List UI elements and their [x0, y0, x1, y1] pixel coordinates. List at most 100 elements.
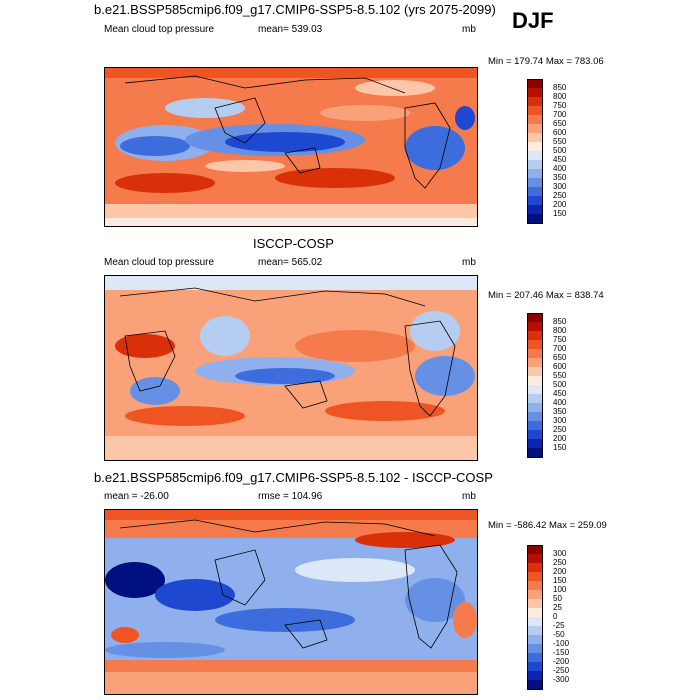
colorbar-swatch	[527, 376, 543, 386]
colorbar-tick-label: 200	[553, 200, 567, 209]
colorbar-tick-label: 800	[553, 326, 567, 335]
colorbar-swatch	[527, 599, 543, 609]
colorbar-swatch	[527, 160, 543, 170]
colorbar-tick-label: 150	[553, 443, 567, 452]
colorbar-swatch	[527, 439, 543, 449]
colorbar-swatch	[527, 205, 543, 215]
colorbar-swatch	[527, 671, 543, 681]
colorbar-swatch	[527, 563, 543, 573]
panel1-units-label: mb	[462, 24, 476, 35]
colorbar-swatch	[527, 322, 543, 332]
panel3-units-label: mb	[462, 491, 476, 502]
colorbar-tick-label: -300	[553, 675, 570, 684]
colorbar-swatch	[527, 421, 543, 431]
panel3-minmax: Min = -586.42 Max = 259.09	[488, 520, 607, 531]
colorbar-tick-label: 100	[553, 585, 567, 594]
panel2-mean-label: mean= 565.02	[258, 257, 323, 268]
colorbar-tick-label: -250	[553, 666, 570, 675]
colorbar-swatch	[527, 340, 543, 350]
colorbar-swatch	[527, 106, 543, 116]
panel3-map-field	[105, 510, 477, 694]
colorbar-tick-label: 150	[553, 576, 567, 585]
colorbar-swatch	[527, 448, 543, 458]
colorbar-swatch	[527, 88, 543, 98]
colorbar-tick-label: 700	[553, 110, 567, 119]
colorbar-swatch	[527, 214, 543, 224]
panel3-colorbar: 300 250 200 150 100 50 25 0 -25 -50 -100 -150 -200 -2…	[527, 545, 569, 690]
colorbar-tick-label: -25	[553, 621, 565, 630]
colorbar-swatch	[527, 608, 543, 618]
colorbar-swatch	[527, 635, 543, 645]
colorbar-swatch	[527, 169, 543, 179]
panel1-map-field	[105, 68, 477, 226]
colorbar-tick-label: 200	[553, 567, 567, 576]
colorbar-tick-label: 250	[553, 191, 567, 200]
colorbar-tick-label: 700	[553, 344, 567, 353]
colorbar-tick-label: 50	[553, 594, 562, 603]
panel1-title: b.e21.BSSP585cmip6.f09_g17.CMIP6-SSP5-8.…	[94, 2, 496, 17]
colorbar-swatch	[527, 590, 543, 600]
colorbar-tick-label: 200	[553, 434, 567, 443]
panel3-title: b.e21.BSSP585cmip6.f09_g17.CMIP6-SSP5-8.…	[94, 470, 493, 485]
panel1-map	[104, 67, 478, 227]
colorbar-swatch	[527, 331, 543, 341]
panel2-minmax: Min = 207.46 Max = 838.74	[488, 290, 604, 301]
colorbar-swatch	[527, 617, 543, 627]
colorbar-swatch	[527, 581, 543, 591]
panel2-map-field	[105, 276, 477, 460]
colorbar-swatch	[527, 178, 543, 188]
panel2-title: ISCCP-COSP	[253, 236, 334, 251]
colorbar-tick-label: -150	[553, 648, 570, 657]
colorbar-swatch	[527, 554, 543, 564]
colorbar-tick-label: 150	[553, 209, 567, 218]
colorbar-tick-label: 500	[553, 380, 567, 389]
season-label: DJF	[512, 8, 554, 33]
panel1-minmax: Min = 179.74 Max = 783.06	[488, 56, 604, 67]
colorbar-tick-label: 850	[553, 317, 567, 326]
colorbar-swatch	[527, 115, 543, 125]
colorbar-tick-label: 450	[553, 389, 567, 398]
panel3-map	[104, 509, 478, 695]
colorbar-swatch	[527, 142, 543, 152]
colorbar-swatch	[527, 412, 543, 422]
colorbar-swatch	[527, 394, 543, 404]
colorbar-swatch	[527, 133, 543, 143]
colorbar-tick-label: 400	[553, 398, 567, 407]
colorbar-swatch	[527, 367, 543, 377]
colorbar-tick-label: 850	[553, 83, 567, 92]
colorbar-swatch	[527, 124, 543, 134]
colorbar-tick-label: 600	[553, 128, 567, 137]
panel2-units-label: mb	[462, 257, 476, 268]
colorbar-tick-label: 750	[553, 335, 567, 344]
colorbar-tick-label: 25	[553, 603, 562, 612]
colorbar-swatch	[527, 572, 543, 582]
colorbar-swatch	[527, 196, 543, 206]
colorbar-swatch	[527, 358, 543, 368]
colorbar-swatch	[527, 349, 543, 359]
colorbar-swatch	[527, 430, 543, 440]
colorbar-tick-label: 250	[553, 558, 567, 567]
colorbar-tick-label: 350	[553, 173, 567, 182]
panel3-mean-label: mean = -26.00	[104, 491, 169, 502]
colorbar-swatch	[527, 313, 543, 323]
colorbar-tick-label: 300	[553, 182, 567, 191]
colorbar-swatch	[527, 680, 543, 690]
colorbar-tick-label: 650	[553, 119, 567, 128]
colorbar-swatch	[527, 385, 543, 395]
colorbar-swatch	[527, 79, 543, 89]
panel2-colorbar: 850 800 750 700 650 600 550 500 450 400 350 300 250 2…	[527, 313, 566, 458]
colorbar-swatch	[527, 644, 543, 654]
colorbar-swatch	[527, 187, 543, 197]
colorbar-tick-label: 550	[553, 371, 567, 380]
colorbar-tick-label: -200	[553, 657, 570, 666]
colorbar-tick-label: 300	[553, 416, 567, 425]
colorbar-tick-label: 300	[553, 549, 567, 558]
colorbar-tick-label: 750	[553, 101, 567, 110]
colorbar-tick-label: 450	[553, 155, 567, 164]
panel2-map	[104, 275, 478, 461]
colorbar-tick-label: 550	[553, 137, 567, 146]
colorbar-tick-label: 250	[553, 425, 567, 434]
colorbar-tick-label: 0	[553, 612, 558, 621]
panel3-rmse-label: rmse = 104.96	[258, 491, 323, 502]
colorbar-tick-label: 350	[553, 407, 567, 416]
